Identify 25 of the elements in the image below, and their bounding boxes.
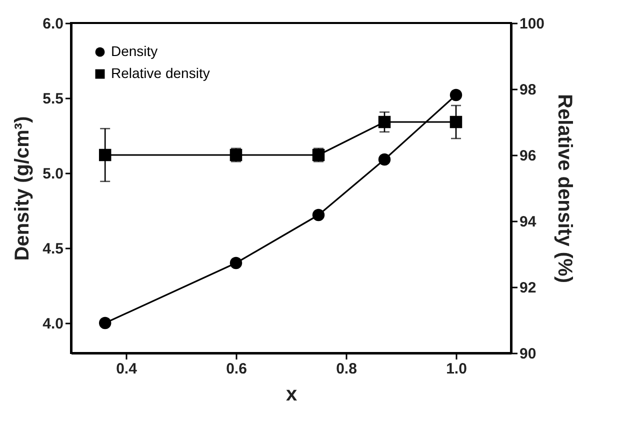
y2-tick-label: 98 [520, 82, 536, 98]
y2-tick-label: 92 [520, 280, 536, 296]
y-tick-label: 4.0 [42, 316, 64, 332]
legend-label: Relative density [111, 65, 210, 81]
point [450, 88, 462, 102]
y-tick-label: 5.0 [42, 166, 64, 182]
y-tick-label: 4.5 [42, 240, 64, 258]
legend-label: Density [111, 43, 158, 59]
y-tick-label: 6.0 [42, 16, 64, 32]
x-tick-label: 0.4 [116, 360, 138, 378]
point [98, 316, 112, 330]
y2-tick-label: 94 [520, 214, 537, 230]
y-axis-title: Density (g/cm³) [12, 116, 34, 261]
y2-tick-label: 100 [520, 16, 545, 32]
y-tick-label: 5.5 [42, 90, 64, 108]
x-tick-label: 0.6 [226, 360, 247, 378]
x-tick-label: 0.8 [336, 360, 357, 378]
y2-axis-title: Relative density (%) [554, 94, 576, 283]
point [230, 256, 242, 270]
x-axis-title: x [286, 384, 298, 406]
y2-tick-label: 90 [520, 346, 536, 362]
point [312, 208, 325, 222]
x-tick-label: 1.0 [446, 360, 467, 378]
y2-tick-label: 96 [520, 148, 536, 164]
point [378, 153, 391, 166]
